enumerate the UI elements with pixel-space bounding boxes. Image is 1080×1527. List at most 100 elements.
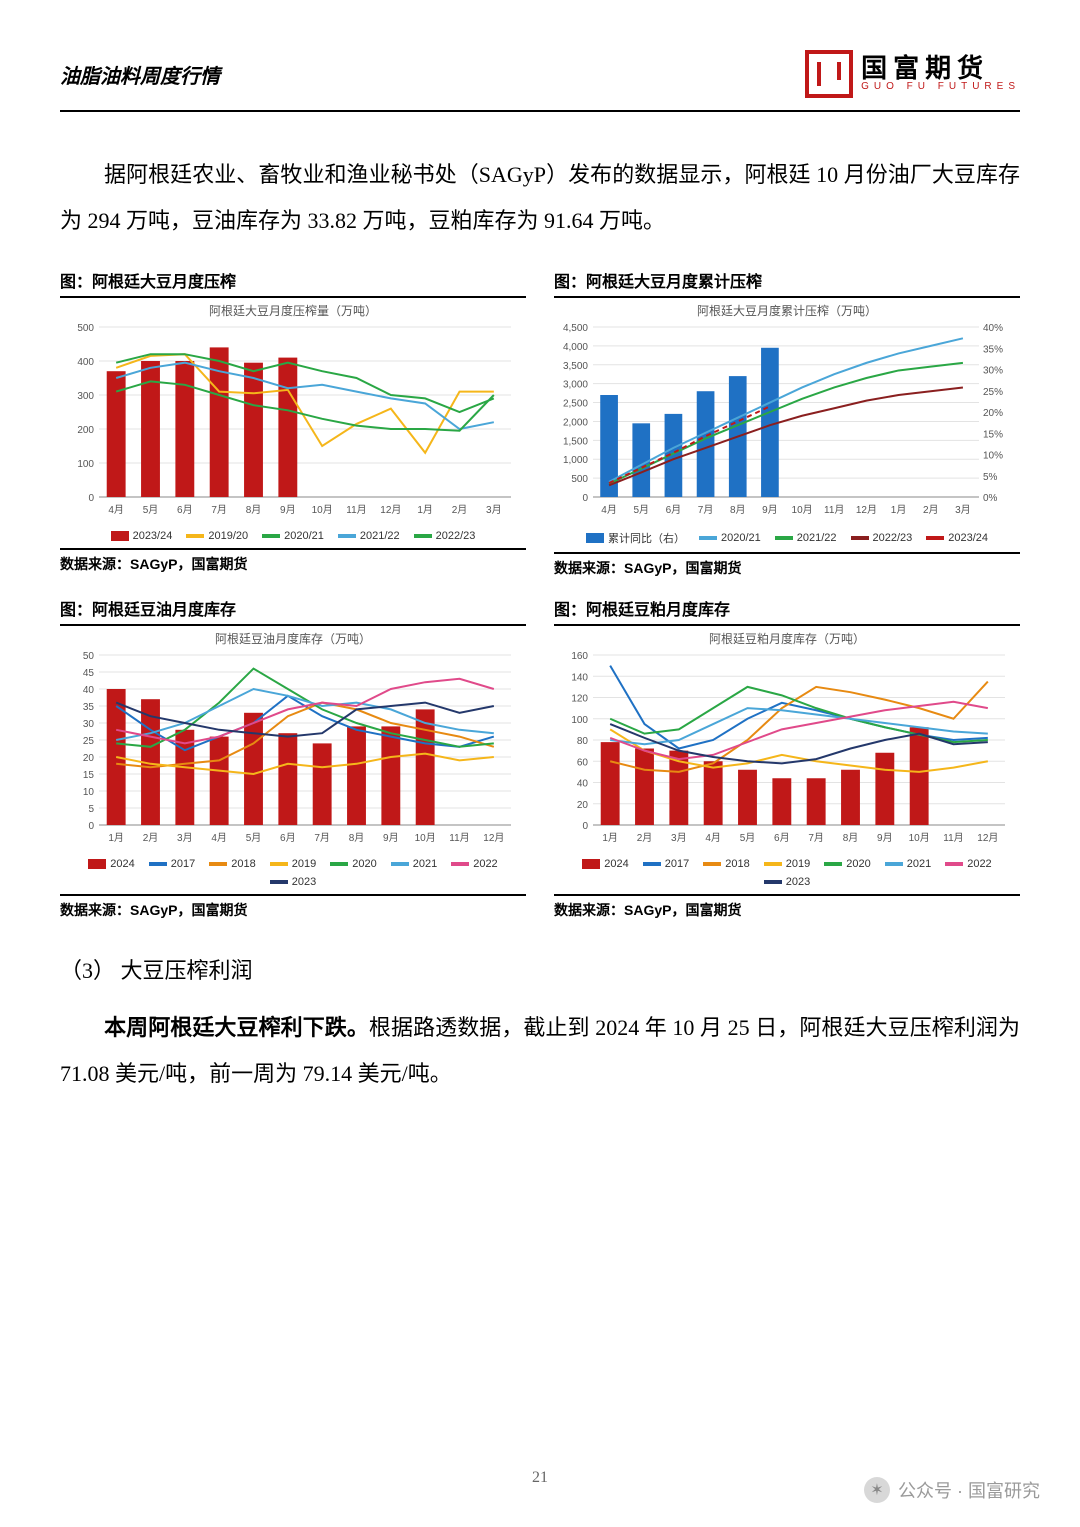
svg-text:6月: 6月 xyxy=(774,832,790,844)
svg-text:40: 40 xyxy=(577,779,589,790)
logo-icon xyxy=(805,50,853,98)
chart-2-source: 数据来源：SAGyP，国富期货 xyxy=(554,552,1020,578)
chart-3: 图：阿根廷豆油月度库存 阿根廷豆油月度库存（万吨） 0 5 10 15 20 25 30 35… xyxy=(60,596,526,920)
svg-text:8月: 8月 xyxy=(730,504,746,516)
svg-text:40%: 40% xyxy=(983,323,1003,334)
svg-text:20: 20 xyxy=(577,800,589,811)
svg-text:1,000: 1,000 xyxy=(563,456,588,467)
svg-text:7月: 7月 xyxy=(314,832,330,844)
svg-text:1月: 1月 xyxy=(891,504,907,516)
svg-text:5: 5 xyxy=(88,804,94,815)
svg-text:1,500: 1,500 xyxy=(563,437,588,448)
logo-en: GUO FU FUTURES xyxy=(861,82,1020,93)
svg-text:80: 80 xyxy=(577,736,589,747)
svg-text:50: 50 xyxy=(83,651,95,662)
svg-text:3月: 3月 xyxy=(955,504,971,516)
svg-text:11月: 11月 xyxy=(449,832,469,844)
svg-text:9月: 9月 xyxy=(877,832,893,844)
svg-text:3,000: 3,000 xyxy=(563,380,588,391)
svg-text:10月: 10月 xyxy=(792,504,813,516)
svg-text:7月: 7月 xyxy=(808,832,824,844)
svg-text:100: 100 xyxy=(77,459,94,470)
svg-text:6月: 6月 xyxy=(666,504,682,516)
svg-text:20: 20 xyxy=(83,753,95,764)
svg-text:140: 140 xyxy=(571,673,588,684)
svg-text:3月: 3月 xyxy=(486,504,502,516)
svg-text:9月: 9月 xyxy=(762,504,778,516)
svg-text:4,500: 4,500 xyxy=(563,323,588,334)
chart-1-source: 数据来源：SAGyP，国富期货 xyxy=(60,548,526,574)
svg-text:1月: 1月 xyxy=(417,504,433,516)
svg-text:2月: 2月 xyxy=(637,832,653,844)
svg-text:5月: 5月 xyxy=(740,832,756,844)
svg-text:500: 500 xyxy=(571,474,588,485)
svg-text:6月: 6月 xyxy=(280,832,296,844)
svg-text:5月: 5月 xyxy=(143,504,159,516)
svg-text:20%: 20% xyxy=(983,408,1003,419)
svg-text:4月: 4月 xyxy=(601,504,617,516)
svg-text:6月: 6月 xyxy=(177,504,193,516)
svg-text:15: 15 xyxy=(83,770,95,781)
svg-text:2月: 2月 xyxy=(452,504,468,516)
svg-text:8月: 8月 xyxy=(246,504,262,516)
svg-text:2月: 2月 xyxy=(923,504,939,516)
footer-tag: ✶ 公众号 · 国富研究 xyxy=(864,1477,1040,1503)
chart-4: 图：阿根廷豆粕月度库存 阿根廷豆粕月度库存（万吨） 02040608010012… xyxy=(554,596,1020,920)
profit-paragraph: 本周阿根廷大豆榨利下跌。根据路透数据，截止到 2024 年 10 月 25 日，… xyxy=(60,1005,1020,1097)
svg-text:120: 120 xyxy=(571,694,588,705)
profit-lead: 本周阿根廷大豆榨利下跌。 xyxy=(104,1015,369,1040)
brand-logo: 国富期货 GUO FU FUTURES xyxy=(805,50,1020,98)
svg-text:9月: 9月 xyxy=(280,504,296,516)
chart-2-subtitle: 阿根廷大豆月度累计压榨（万吨） xyxy=(554,302,1020,319)
svg-text:25%: 25% xyxy=(983,387,1003,398)
chart-3-legend: 20242017201820192020202120222023 xyxy=(60,858,526,888)
svg-text:300: 300 xyxy=(77,391,94,402)
chart-1: 图：阿根廷大豆月度压榨 阿根廷大豆月度压榨量（万吨） 0100200300400… xyxy=(60,268,526,578)
svg-text:10%: 10% xyxy=(983,451,1003,462)
page-header: 油脂油料周度行情 国富期货 GUO FU FUTURES xyxy=(60,50,1020,112)
svg-text:10月: 10月 xyxy=(415,832,436,844)
chart-2-plot: 05001,0001,5002,0002,5003,0003,5004,0004… xyxy=(554,321,1020,521)
svg-text:0: 0 xyxy=(582,821,588,832)
svg-text:30: 30 xyxy=(83,719,95,730)
svg-text:4月: 4月 xyxy=(108,504,124,516)
svg-text:0: 0 xyxy=(88,821,94,832)
svg-text:11月: 11月 xyxy=(824,504,844,516)
svg-text:3月: 3月 xyxy=(671,832,687,844)
svg-text:400: 400 xyxy=(77,357,94,368)
svg-text:5月: 5月 xyxy=(246,832,262,844)
charts-grid: 图：阿根廷大豆月度压榨 阿根廷大豆月度压榨量（万吨） 0100200300400… xyxy=(60,268,1020,920)
svg-text:35: 35 xyxy=(83,702,95,713)
chart-1-subtitle: 阿根廷大豆月度压榨量（万吨） xyxy=(60,302,526,319)
svg-text:2,500: 2,500 xyxy=(563,399,588,410)
svg-text:9月: 9月 xyxy=(383,832,399,844)
svg-text:12月: 12月 xyxy=(977,832,998,844)
chart-3-plot: 051015202530354045501月2月3月4月5月6月7月8月9月10… xyxy=(60,649,526,849)
svg-text:8月: 8月 xyxy=(843,832,859,844)
svg-text:12月: 12月 xyxy=(380,504,401,516)
chart-2-legend: 累计同比（右）2020/212021/222022/232023/24 xyxy=(554,530,1020,546)
chart-1-legend: 2023/242019/202020/212021/222022/23 xyxy=(60,530,526,542)
svg-text:10: 10 xyxy=(83,787,95,798)
svg-text:12月: 12月 xyxy=(483,832,504,844)
svg-text:1月: 1月 xyxy=(108,832,124,844)
chart-3-source: 数据来源：SAGyP，国富期货 xyxy=(60,894,526,920)
svg-text:0%: 0% xyxy=(983,493,998,504)
chart-3-subtitle: 阿根廷豆油月度库存（万吨） xyxy=(60,630,526,647)
doc-title: 油脂油料周度行情 xyxy=(60,60,220,89)
svg-text:30%: 30% xyxy=(983,366,1003,377)
chart-2: 图：阿根廷大豆月度累计压榨 阿根廷大豆月度累计压榨（万吨） 05001,0001… xyxy=(554,268,1020,578)
svg-text:25: 25 xyxy=(83,736,95,747)
chart-1-plot: 01002003004005004月5月6月7月8月9月10月11月12月1月2… xyxy=(60,321,526,521)
svg-text:35%: 35% xyxy=(983,345,1003,356)
svg-text:0: 0 xyxy=(582,493,588,504)
svg-text:100: 100 xyxy=(571,715,588,726)
svg-text:7月: 7月 xyxy=(698,504,714,516)
intro-text: 据阿根廷农业、畜牧业和渔业秘书处（SAGyP）发布的数据显示，阿根廷 10 月份… xyxy=(60,162,1020,233)
svg-text:45: 45 xyxy=(83,668,95,679)
svg-text:5月: 5月 xyxy=(633,504,649,516)
svg-text:12月: 12月 xyxy=(856,504,877,516)
chart-3-title: 图：阿根廷豆油月度库存 xyxy=(60,596,526,626)
svg-text:60: 60 xyxy=(577,758,589,769)
svg-text:1月: 1月 xyxy=(602,832,618,844)
